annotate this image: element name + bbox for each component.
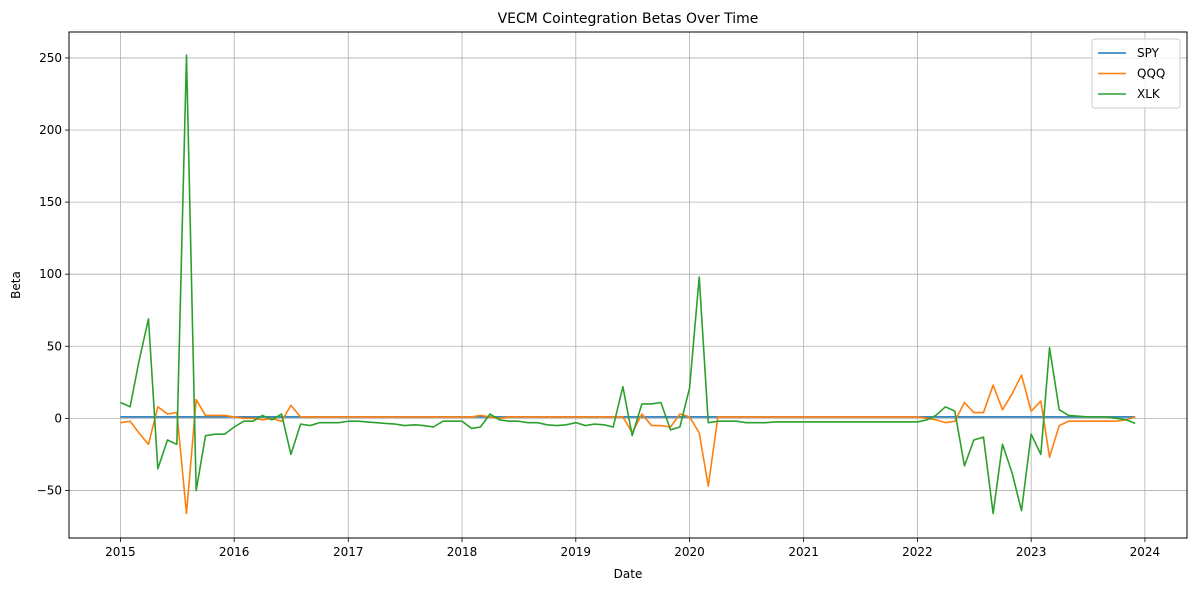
x-tick-label: 2023	[1016, 545, 1047, 559]
y-tick-label: −50	[37, 483, 62, 497]
x-tick-label: 2015	[105, 545, 136, 559]
series-line-xlk	[120, 54, 1136, 515]
plot-frame	[68, 31, 1188, 539]
y-tick-label: 50	[47, 339, 62, 353]
y-tick-label: 250	[39, 51, 62, 65]
x-tick-label: 2016	[219, 545, 250, 559]
y-axis: −50 0 50 100 150 200 250	[37, 51, 69, 497]
y-tick-label: 0	[54, 411, 62, 425]
x-tick-label: 2024	[1130, 545, 1161, 559]
legend-box	[1091, 38, 1181, 109]
x-tick-label: 2022	[902, 545, 933, 559]
x-axis-label: Date	[614, 567, 643, 581]
x-tick-label: 2021	[788, 545, 819, 559]
legend: SPY QQQ XLK	[1091, 38, 1181, 109]
legend-label-xlk: XLK	[1137, 87, 1161, 101]
legend-label-spy: SPY	[1137, 46, 1160, 60]
series-line-qqq	[120, 374, 1136, 515]
series-layer	[120, 54, 1136, 515]
x-tick-label: 2020	[674, 545, 705, 559]
x-tick-label: 2019	[561, 545, 592, 559]
x-tick-label: 2018	[447, 545, 478, 559]
legend-label-qqq: QQQ	[1137, 67, 1165, 81]
y-tick-label: 100	[39, 267, 62, 281]
y-tick-label: 200	[39, 123, 62, 137]
chart-title: VECM Cointegration Betas Over Time	[498, 11, 759, 27]
x-tick-label: 2017	[333, 545, 364, 559]
y-tick-label: 150	[39, 195, 62, 209]
y-axis-label: Beta	[9, 271, 23, 299]
x-axis: 2015 2016 2017 2018 2019 2020 2021 2022 2023 2024	[105, 538, 1160, 559]
